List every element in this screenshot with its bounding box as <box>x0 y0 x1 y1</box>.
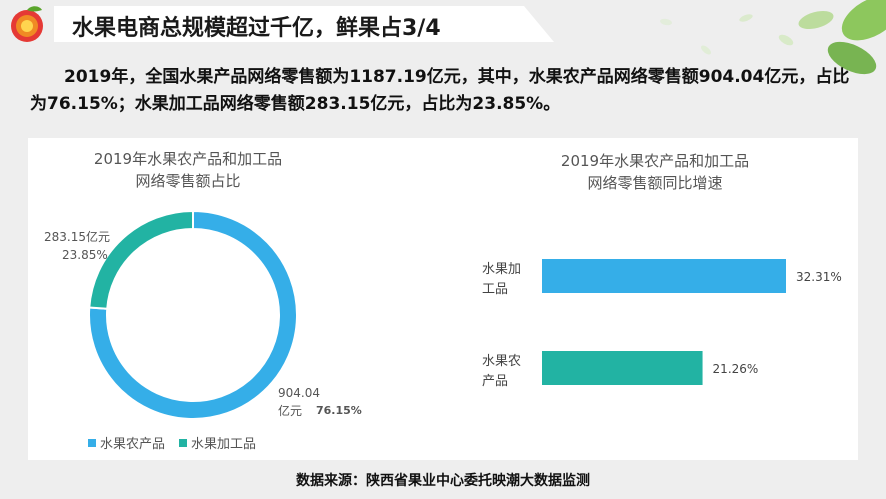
pie-slice-fresh <box>88 209 298 420</box>
pie-percent-label-fresh: 76.15% <box>316 404 362 417</box>
pie-chart-title: 2019年水果农产品和加工品 网络零售额占比 <box>93 150 283 190</box>
legend-swatch-fresh <box>88 438 96 447</box>
pie-value-label-processed: 283.15亿元 <box>44 230 110 244</box>
fruit-logo-icon <box>11 6 43 42</box>
pie-value-label-fresh: 904.04 亿元 <box>278 386 320 418</box>
legend-label-fresh: 水果农产品 <box>100 437 166 452</box>
pie-percent-label-processed: 23.85% <box>62 248 108 262</box>
page-title: 水果电商总规模超过千亿，鲜果占3/4 <box>72 16 441 41</box>
pie-slice-processed <box>88 209 194 310</box>
legend-swatch-processed <box>179 438 188 447</box>
bar-chart: 水果加工品 32.31% 水果农产品 21.26% <box>482 259 842 389</box>
bar-value-label-fresh: 21.26% <box>713 362 759 376</box>
bar-category-label-fresh: 水果农产品 <box>482 354 521 389</box>
data-source: 数据来源：陕西省果业中心委托映潮大数据监测 <box>296 473 590 489</box>
title-bar <box>54 6 554 42</box>
pie-label-fresh: 904.04 亿元 76.15% <box>278 384 362 420</box>
bar-fresh <box>542 351 703 385</box>
bar-processed <box>542 259 786 293</box>
donut-chart <box>88 209 298 420</box>
legend-label-processed: 水果加工品 <box>191 437 257 452</box>
bar-chart-title: 2019年水果农产品和加工品 网络零售额同比增速 <box>560 152 750 192</box>
legend-item-fresh: 水果农产品 <box>88 433 165 452</box>
summary-paragraph: 2019年，全国水果产品网络零售额为1187.19亿元，其中，水果农产品网络零售… <box>30 67 850 114</box>
bar-category-label-processed: 水果加工品 <box>482 262 521 297</box>
pie-label-processed: 283.15亿元 23.85% <box>44 228 110 264</box>
bar-value-label-processed: 32.31% <box>796 270 842 284</box>
legend-item-processed: 水果加工品 <box>179 433 256 452</box>
pie-legend: 水果农产品 水果加工品 <box>88 433 256 452</box>
